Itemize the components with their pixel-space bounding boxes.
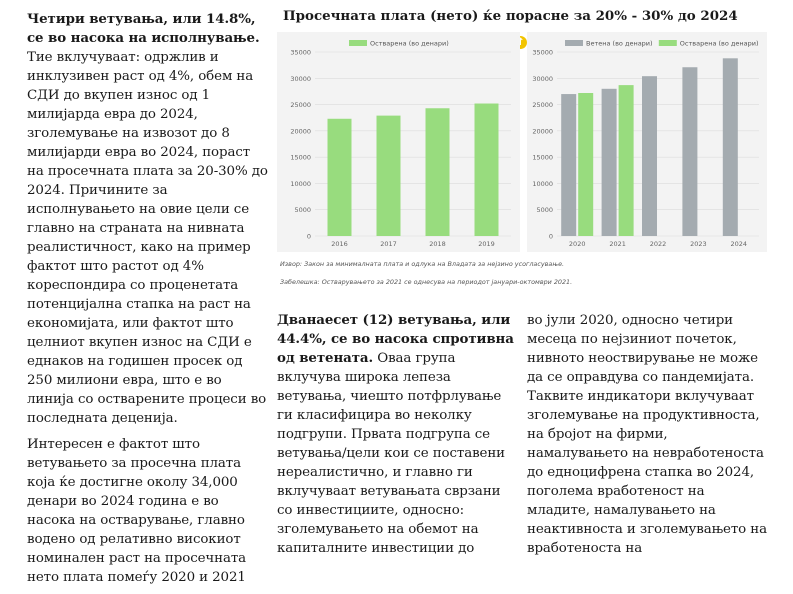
bar [618, 85, 634, 236]
x-tick-label: 2024 [731, 240, 748, 248]
chart-promised-vs-realized-2020-2024: 0 5000 10000 15000 20000 25000 30000 35000 Ветен… [527, 32, 767, 252]
left-paragraph-1-bold: Четири ветувања, или 14.8%, се во насока… [27, 11, 260, 46]
y-tick-label: 35000 [290, 49, 311, 57]
bar [601, 88, 617, 236]
chart-promised-svg: 0 5000 10000 15000 20000 25000 30000 35000 Ветен… [532, 40, 759, 248]
bar [682, 67, 698, 236]
y-tick-label: 25000 [532, 101, 553, 109]
bar [722, 58, 738, 237]
middle-text-column: Дванаесет (12) ветувања, или 44.4%, се в… [277, 311, 515, 565]
bar [327, 118, 352, 236]
y-tick-label: 15000 [290, 154, 311, 162]
x-tick-label: 2020 [569, 240, 586, 248]
x-tick-label: 2018 [429, 240, 446, 248]
right-paragraph: во јули 2020, односно четири месеца по н… [527, 313, 767, 556]
y-tick-label: 0 [549, 233, 553, 241]
bar [376, 115, 401, 236]
x-tick-label: 2019 [478, 240, 495, 248]
x-tick-label: 2021 [609, 240, 626, 248]
x-tick-label: 2017 [380, 240, 397, 248]
y-tick-label: 5000 [294, 206, 311, 214]
left-paragraph-1: Четири ветувања, или 14.8%, се во насока… [27, 10, 269, 428]
y-tick-label: 20000 [290, 127, 311, 135]
y-tick-label: 20000 [532, 127, 553, 135]
left-paragraph-1-text: Тие вклучуваат: одржлив и инклузивен рас… [27, 50, 268, 426]
left-text-column: Четири ветувања, или 14.8%, се во насока… [27, 10, 269, 594]
bar [642, 76, 657, 236]
legend-swatch [349, 40, 367, 46]
right-text-column: во јули 2020, односно четири месеца по н… [527, 311, 771, 565]
legend-swatch [565, 40, 583, 46]
x-tick-label: 2022 [650, 240, 667, 248]
middle-paragraph: Дванаесет (12) ветувања, или 44.4%, се в… [277, 311, 515, 558]
y-tick-label: 30000 [290, 75, 311, 83]
middle-paragraph-text: Оваа група вклучува широка лепеза ветува… [277, 351, 505, 556]
bar [425, 108, 450, 236]
bar [561, 94, 577, 236]
middle-paragraph-bold: Дванаесет (12) ветувања, или 44.4%, се в… [277, 312, 514, 366]
figure-source-note: Извор: Закон за минималната плата и одлу… [280, 260, 565, 268]
legend-label: Остварена (во денари) [680, 40, 759, 48]
y-tick-label: 5000 [536, 206, 553, 214]
y-tick-label: 0 [307, 233, 311, 241]
figure-remark-note: Забелешка: Остварувањето за 2021 се одне… [280, 278, 573, 286]
y-tick-label: 10000 [290, 180, 311, 188]
legend-label: Остварена (во денари) [370, 40, 449, 48]
x-tick-label: 2023 [690, 240, 707, 248]
y-tick-label: 35000 [532, 49, 553, 57]
y-tick-label: 15000 [532, 154, 553, 162]
legend-label: Ветена (во денари) [586, 40, 653, 48]
bar [578, 93, 594, 237]
chart-realized-2016-2019: 0 5000 10000 15000 20000 25000 30000 35000 Оства… [277, 32, 520, 252]
y-tick-label: 30000 [532, 75, 553, 83]
y-tick-label: 10000 [532, 180, 553, 188]
bar [474, 103, 499, 237]
left-paragraph-2: Интересен е фактот што ветувањето за про… [27, 437, 247, 585]
x-tick-label: 2016 [331, 240, 348, 248]
y-tick-label: 25000 [290, 101, 311, 109]
figure-title: Просечната плата (нето) ќе порасне за 20… [283, 8, 738, 24]
chart-realized-svg: 0 5000 10000 15000 20000 25000 30000 35000 Оства… [290, 40, 511, 248]
legend-swatch [658, 40, 677, 46]
